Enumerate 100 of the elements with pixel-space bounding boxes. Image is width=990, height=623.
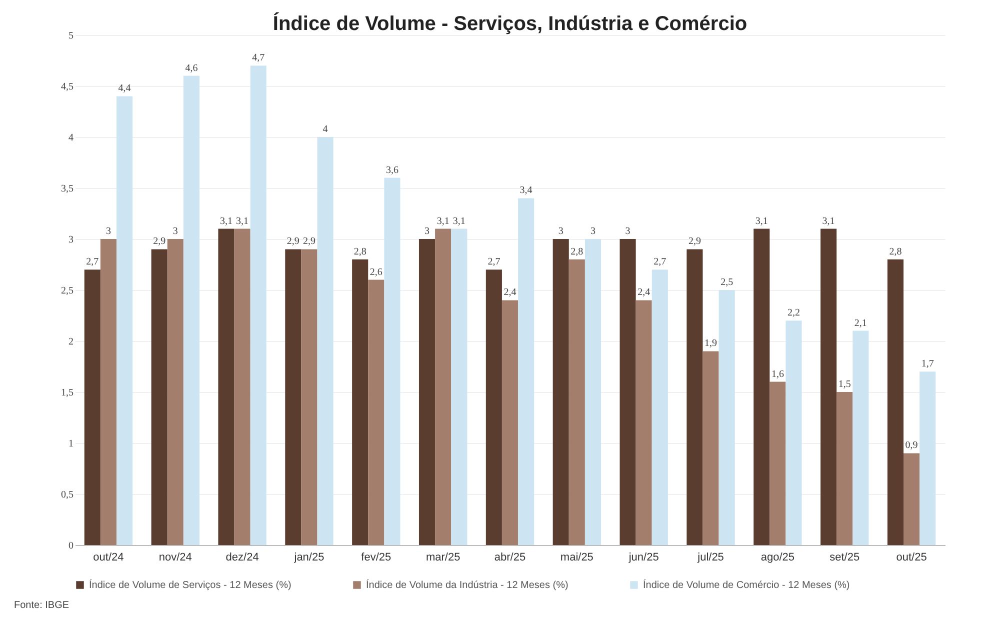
x-tick-label: out/25 [896, 552, 927, 564]
bar [770, 382, 786, 545]
bar [652, 270, 668, 545]
x-tick-label: abr/25 [494, 552, 526, 564]
x-tick-label: set/25 [830, 552, 860, 564]
data-label: 3 [106, 226, 111, 237]
y-tick-label: 4 [68, 132, 74, 144]
x-tick-label: mai/25 [560, 552, 594, 564]
bar [836, 392, 853, 545]
bar [301, 249, 318, 545]
bar [418, 239, 436, 545]
bar [920, 372, 936, 545]
data-label: 3,1 [755, 216, 768, 227]
data-label: 3,4 [520, 185, 532, 196]
data-label: 4,6 [185, 62, 198, 74]
y-tick-label: 3,5 [61, 184, 74, 194]
bar [887, 259, 904, 545]
bar [518, 198, 534, 545]
data-label: 2,4 [638, 287, 650, 298]
bar [368, 280, 384, 545]
data-label: 0,9 [905, 440, 918, 452]
data-label: 3 [558, 226, 564, 237]
bar [317, 137, 334, 545]
data-label: 2,8 [570, 246, 584, 258]
data-label: 3 [590, 226, 596, 237]
bar [451, 228, 468, 545]
data-label: 4 [322, 124, 328, 135]
bar [285, 249, 302, 545]
y-tick-label: 2 [68, 336, 74, 348]
bar [686, 249, 703, 545]
bar [584, 239, 602, 545]
data-label: 1,9 [704, 338, 718, 350]
bar [183, 76, 200, 545]
data-label: 3,1 [822, 216, 835, 227]
bar [852, 330, 869, 545]
bar [116, 96, 133, 545]
data-label: 2,7 [86, 256, 99, 268]
data-label: 1,5 [838, 379, 851, 390]
bar [84, 270, 100, 545]
data-label: 1,7 [921, 358, 934, 370]
data-label: 4,4 [118, 83, 131, 94]
data-label: 2,9 [688, 236, 701, 248]
x-tick-label: jul/25 [696, 552, 724, 564]
x-tick-label: ago/25 [760, 552, 795, 564]
data-label: 2,4 [504, 287, 516, 298]
y-tick-label: 0 [68, 540, 74, 552]
bar [718, 290, 735, 545]
data-label: 2,8 [354, 246, 366, 258]
bar [435, 228, 452, 545]
bar [486, 270, 502, 545]
y-tick-label: 3 [68, 234, 74, 246]
bar [620, 239, 636, 545]
data-label: 2,1 [854, 318, 867, 329]
data-label: 2,9 [302, 236, 316, 248]
x-tick-label: jun/25 [628, 552, 659, 564]
bar [167, 239, 184, 545]
x-tick-label: dez/24 [226, 552, 259, 564]
data-label: 2,8 [889, 246, 902, 258]
legend-label: Índice de Volume da Indústria - 12 Meses (%) [366, 579, 568, 591]
bar [552, 239, 569, 545]
y-tick-label: 5 [68, 30, 74, 42]
data-label: 3 [625, 226, 630, 237]
data-label: 1,6 [771, 368, 784, 380]
y-tick-label: 1 [68, 438, 74, 450]
data-label: 3,1 [236, 216, 249, 227]
bar [702, 351, 719, 545]
data-label: 3 [424, 226, 430, 237]
data-label: 2,9 [153, 236, 166, 248]
bar [250, 66, 266, 545]
data-label: 3,1 [436, 216, 450, 227]
data-label: 4,7 [252, 52, 265, 64]
bar [820, 228, 837, 545]
legend-label: Índice de Volume de Serviços - 12 Meses (%) [89, 579, 292, 591]
bar [568, 259, 585, 545]
bar [754, 228, 770, 545]
bar [100, 239, 116, 545]
x-tick-label: fev/25 [361, 552, 392, 564]
bar [218, 228, 234, 545]
data-label: 3,1 [220, 216, 232, 227]
y-tick-label: 2,5 [61, 286, 74, 296]
x-tick-label: mar/25 [426, 552, 460, 564]
data-label: 2,7 [654, 256, 666, 268]
y-tick-label: 0,5 [61, 490, 74, 500]
data-label: 2,7 [488, 256, 500, 268]
bar [636, 300, 652, 545]
data-label: 2,9 [286, 236, 300, 248]
y-tick-label: 1,5 [61, 388, 74, 398]
data-label: 3 [172, 226, 178, 237]
x-tick-label: jan/25 [293, 552, 324, 564]
bar [151, 249, 168, 545]
data-label: 2,5 [720, 277, 734, 288]
x-tick-label: out/24 [93, 552, 124, 564]
bar [352, 259, 368, 545]
data-label: 3,6 [386, 164, 398, 176]
x-tick-label: nov/24 [158, 552, 192, 564]
bar [904, 453, 920, 545]
data-label: 2,2 [788, 308, 800, 319]
y-tick-label: 4,5 [61, 82, 74, 92]
source-note: Fonte: IBGE [14, 600, 70, 611]
bar [234, 228, 250, 545]
